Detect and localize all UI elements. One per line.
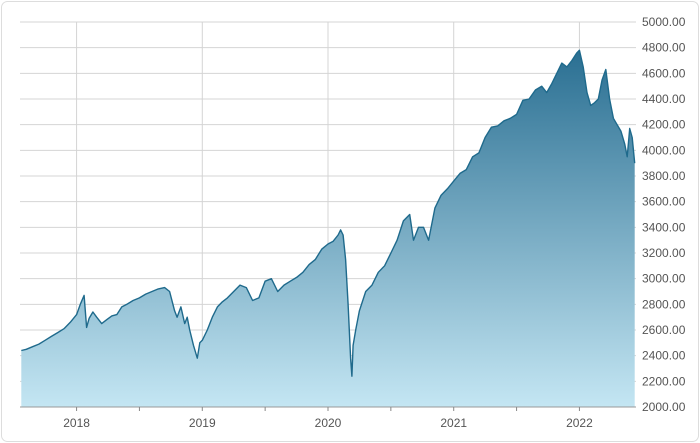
tick-labels: 2000.00 2200.00 2400.00 2600.00 2800.00 3000.…	[63, 15, 685, 430]
y-tick-label: 2000.00	[642, 400, 686, 414]
y-tick-label: 4800.00	[642, 41, 686, 55]
y-tick-label: 2200.00	[642, 374, 686, 388]
y-tick-label: 3600.00	[642, 195, 686, 209]
y-tick-label: 3800.00	[642, 169, 686, 183]
y-tick-label: 3400.00	[642, 220, 686, 234]
y-tick-label: 2600.00	[642, 323, 686, 337]
y-tick-label: 5000.00	[642, 15, 686, 29]
y-tick-label: 4000.00	[642, 143, 686, 157]
y-tick-label: 4600.00	[642, 66, 686, 80]
area-series	[21, 49, 636, 407]
y-tick-label: 4400.00	[642, 92, 686, 106]
x-tick-label: 2019	[189, 416, 216, 430]
axes	[20, 406, 636, 411]
y-tick-label: 3200.00	[642, 246, 686, 260]
series-line	[21, 49, 636, 377]
area-fill	[21, 50, 635, 407]
x-tick-label: 2018	[63, 416, 90, 430]
y-tick-label: 4200.00	[642, 118, 686, 132]
y-tick-label: 2400.00	[642, 349, 686, 363]
x-tick-label: 2021	[440, 416, 467, 430]
y-tick-label: 3000.00	[642, 272, 686, 286]
x-tick-label: 2020	[315, 416, 342, 430]
x-tick-label: 2022	[566, 416, 593, 430]
y-tick-label: 2800.00	[642, 297, 686, 311]
